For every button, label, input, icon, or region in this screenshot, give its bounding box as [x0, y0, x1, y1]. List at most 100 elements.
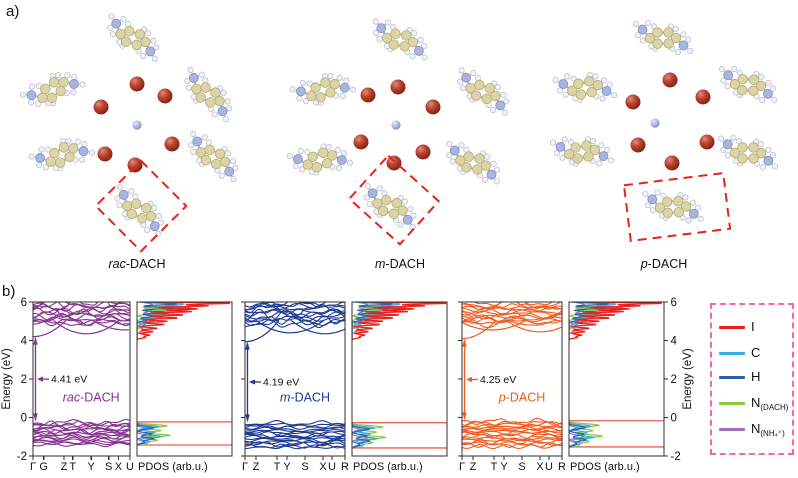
- h-atom: [339, 93, 346, 100]
- highlight-dashed-box: [622, 172, 732, 242]
- c-atom: [195, 146, 207, 158]
- h-atom: [559, 154, 566, 161]
- k-point-label: X: [319, 461, 327, 473]
- k-point-label: X: [536, 461, 544, 473]
- h-atom: [724, 152, 731, 159]
- h-atom: [684, 36, 691, 43]
- bandgap-annotation-2: 4.25 eV p-DACH: [462, 338, 545, 421]
- h-atom: [553, 150, 561, 157]
- c-atom: [310, 82, 321, 93]
- c-atom: [126, 208, 137, 220]
- h-atom: [225, 150, 232, 157]
- c-atom: [204, 144, 215, 156]
- dach-molecule: [107, 13, 160, 62]
- c-atom: [195, 92, 206, 103]
- c-atom: [729, 147, 741, 159]
- k-point-label: Γ: [242, 461, 248, 473]
- n-atom: [217, 106, 228, 117]
- h-atom: [128, 188, 135, 195]
- h-atom: [769, 152, 776, 159]
- c-atom: [327, 150, 338, 161]
- h-atom: [190, 148, 197, 155]
- ammonium-n-atom: [650, 118, 660, 128]
- h-atom: [649, 207, 656, 214]
- c-atom: [567, 85, 578, 96]
- c-atom: [663, 38, 674, 49]
- c-atom: [484, 83, 496, 94]
- iodine-atom: [695, 89, 711, 105]
- n-atom: [367, 188, 378, 199]
- h-atom: [611, 91, 618, 99]
- k-point-label: R: [558, 461, 566, 473]
- dach-molecule: [550, 136, 614, 167]
- h-atom: [758, 73, 765, 80]
- structure-label-p-dach: p-DACH: [640, 257, 688, 271]
- n-atom: [149, 221, 160, 232]
- pdos-plot-0: [137, 302, 232, 446]
- h-atom: [158, 219, 165, 226]
- h-atom: [769, 85, 776, 92]
- c-atom: [748, 142, 759, 153]
- h-atom: [211, 111, 218, 118]
- c-atom: [306, 90, 317, 101]
- h-atom: [376, 185, 383, 192]
- c-atom: [372, 198, 383, 209]
- legend-line-N-NH4: [719, 427, 745, 431]
- n-atom: [486, 169, 497, 180]
- c-atom: [663, 27, 674, 38]
- k-point-label: T: [491, 461, 498, 473]
- n-atom: [598, 151, 609, 162]
- h-atom: [489, 106, 497, 114]
- h-atom: [458, 142, 465, 149]
- c-atom: [481, 93, 492, 105]
- energy-axis-label-right: Energy (eV): [682, 348, 694, 410]
- c-atom: [388, 208, 400, 219]
- c-atom: [115, 28, 126, 40]
- crystal-structures-figure: [19, 13, 778, 253]
- c-atom: [407, 36, 419, 48]
- pdos-axis-label: PDOS (arb.u.): [570, 461, 640, 473]
- h-atom: [409, 53, 416, 60]
- dach-molecule: [184, 66, 233, 123]
- highlight-dashed-box: [347, 154, 441, 246]
- legend-line-I: [719, 325, 745, 329]
- compound-name-label: m-DACH: [280, 390, 330, 404]
- h-atom: [644, 19, 652, 26]
- c-atom: [205, 97, 216, 108]
- c-atom: [470, 90, 482, 101]
- dach-molecule: [552, 72, 618, 103]
- pdos-axis-label: PDOS (arb.u.): [138, 461, 208, 473]
- h-atom: [603, 146, 610, 153]
- h-atom: [108, 13, 115, 20]
- c-atom: [131, 39, 142, 51]
- h-atom: [116, 184, 123, 191]
- h-atom: [421, 42, 428, 50]
- h-atom: [759, 164, 766, 171]
- n-atom: [647, 194, 658, 205]
- c-atom: [124, 25, 135, 37]
- c-atom: [325, 87, 336, 98]
- c-atom: [673, 207, 685, 218]
- dach-molecule: [718, 65, 778, 104]
- c-atom: [37, 92, 48, 103]
- c-atom: [652, 38, 663, 49]
- h-atom: [409, 223, 416, 230]
- c-atom: [48, 77, 60, 88]
- h-atom: [289, 86, 296, 93]
- iodine-atom: [664, 155, 680, 171]
- iodine-atom: [415, 144, 431, 160]
- h-atom: [632, 21, 639, 28]
- h-atom: [493, 166, 501, 173]
- h-atom: [672, 25, 679, 32]
- h-atom: [694, 204, 702, 211]
- c-atom: [463, 151, 474, 162]
- h-atom: [376, 35, 383, 43]
- h-atom: [346, 159, 353, 166]
- h-atom: [28, 99, 35, 106]
- n-atom: [296, 86, 306, 97]
- c-atom: [586, 86, 597, 98]
- iodine-atom: [93, 99, 109, 115]
- y-tick-label-right: -2: [671, 451, 681, 463]
- h-atom: [299, 79, 306, 87]
- h-atom: [190, 130, 197, 137]
